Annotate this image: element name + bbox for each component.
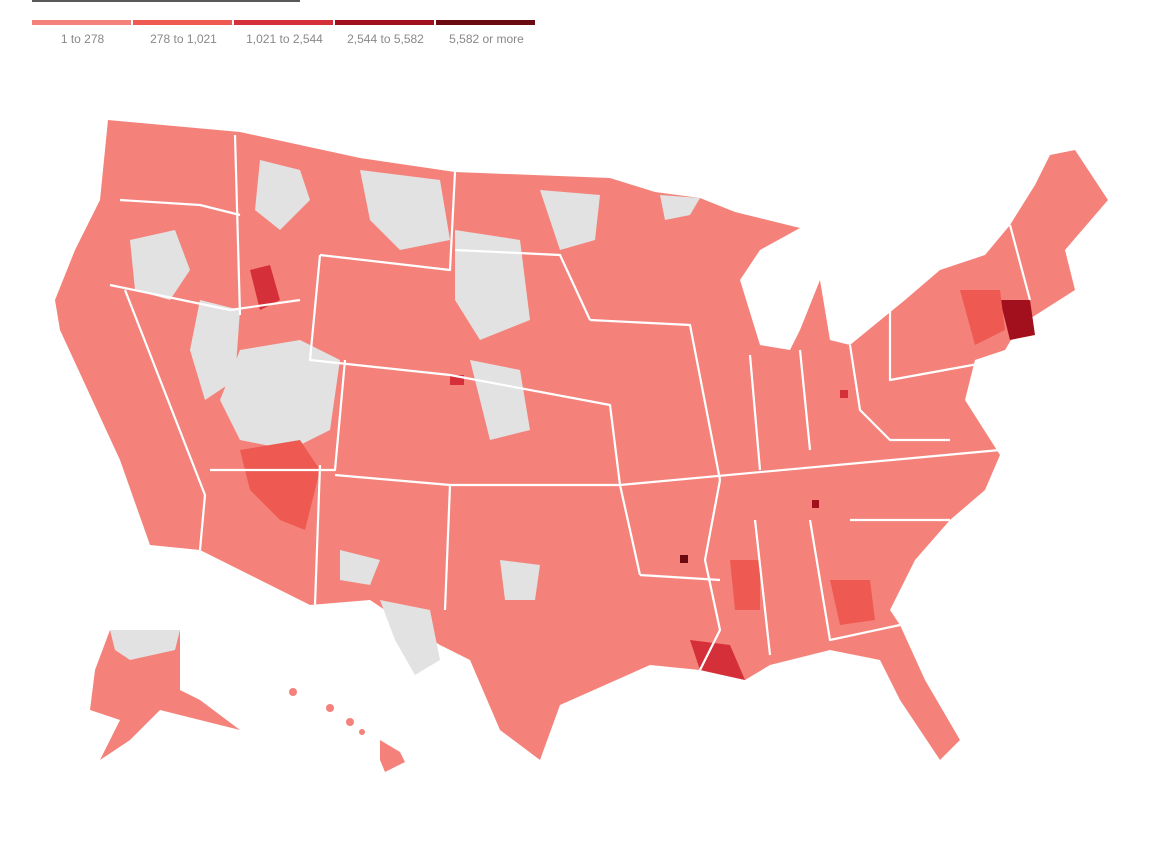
alaska	[90, 630, 240, 760]
legend-label: 2,544 to 5,582	[347, 32, 424, 46]
alaska-no-data	[110, 630, 180, 660]
legend-label: 1,021 to 2,544	[246, 32, 323, 46]
hawaii	[289, 688, 405, 772]
high-count-areas	[240, 265, 1035, 680]
legend-swatch	[436, 20, 535, 25]
legend-label: 1 to 278	[61, 32, 105, 46]
legend-label: 278 to 1,021	[150, 32, 217, 46]
legend: 1 to 278 278 to 1,021 1,021 to 2,544 2,544 …	[32, 20, 535, 46]
no-data-areas	[130, 160, 700, 675]
legend-swatch	[234, 20, 333, 25]
legend-label: 5,582 or more	[449, 32, 524, 46]
state-borders	[109, 134, 1032, 671]
legend-swatch	[32, 20, 131, 25]
legend-swatch	[133, 20, 232, 25]
us-map	[55, 120, 1108, 772]
legend-swatch	[335, 20, 434, 25]
